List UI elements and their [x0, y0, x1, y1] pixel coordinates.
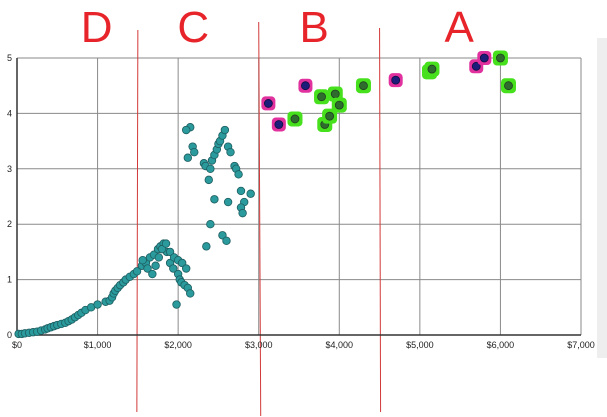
data-point: [169, 264, 178, 273]
y-tick-label: 0: [7, 330, 12, 340]
data-point: [151, 261, 160, 270]
y-tick-label: 3: [7, 164, 12, 174]
zone-divider-line: [136, 29, 139, 413]
data-point: [186, 289, 195, 298]
data-point: [330, 89, 340, 99]
data-point: [325, 111, 335, 121]
data-point: [359, 81, 368, 91]
y-axis-ticks: 0 1 2 3 4 5: [7, 53, 12, 340]
data-point: [183, 153, 193, 162]
highlighted-point-green: [314, 89, 330, 105]
zone-label: C: [177, 3, 209, 52]
highlighted-point-pink: [477, 51, 492, 65]
data-point: [132, 267, 142, 276]
data-point: [290, 114, 300, 124]
data-point: [479, 53, 489, 63]
data-point: [177, 258, 187, 268]
data-point: [161, 239, 171, 248]
zone-label: D: [81, 3, 113, 52]
data-point: [157, 244, 167, 254]
data-point: [148, 269, 157, 279]
data-point: [274, 120, 284, 129]
data-point: [220, 125, 230, 135]
data-point: [427, 64, 437, 74]
data-point: [238, 208, 247, 218]
data-point: [172, 300, 181, 309]
highlighted-point-pink: [298, 78, 313, 93]
x-tick-label: $4,000: [326, 340, 354, 350]
highlighted-point-green: [287, 111, 303, 127]
data-point: [143, 264, 152, 273]
data-point: [204, 175, 213, 185]
y-tick-label: 4: [7, 108, 12, 118]
zone-dividers: [136, 21, 382, 417]
vertical-scrollbar[interactable]: [597, 38, 607, 358]
zone-divider-line: [258, 21, 262, 417]
data-point: [471, 61, 481, 71]
data-point: [206, 164, 215, 173]
data-point: [190, 147, 199, 157]
x-axis-ticks: $0 $1,000 $2,000 $3,000 $4,000 $5,000 $6,000 $7…: [12, 340, 595, 350]
highlighted-point-green: [322, 108, 338, 124]
y-tick-label: 2: [7, 219, 12, 229]
data-point: [181, 264, 191, 273]
y-tick-label: 5: [7, 53, 12, 63]
data-point: [138, 256, 147, 265]
x-tick-label: $0: [12, 340, 22, 350]
zone-label: A: [444, 3, 474, 52]
data-point: [206, 219, 215, 229]
grid: [16, 57, 582, 336]
data-point: [210, 195, 219, 204]
highlighted-point-green: [355, 78, 371, 94]
data-point: [165, 247, 175, 257]
data-point: [334, 100, 344, 110]
data-point: [223, 197, 233, 207]
zone-label: B: [299, 3, 328, 52]
highlighted-point-pink: [388, 73, 403, 88]
data-point: [263, 99, 273, 108]
x-tick-label: $2,000: [164, 340, 192, 350]
x-tick-label: $6,000: [487, 340, 515, 350]
highlighted-point-pink: [261, 96, 276, 111]
axes: [16, 58, 581, 336]
data-points: [14, 50, 516, 339]
data-point: [236, 186, 246, 196]
data-point: [496, 53, 505, 63]
data-point: [181, 125, 191, 135]
data-point: [301, 81, 310, 91]
data-point: [226, 147, 235, 157]
data-point: [154, 253, 164, 262]
data-point: [202, 242, 211, 251]
data-point: [504, 81, 513, 91]
highlighted-point-green: [500, 78, 516, 94]
data-point: [234, 170, 243, 179]
zone-divider-line: [379, 27, 382, 413]
highlighted-point-green: [331, 97, 347, 113]
data-point: [246, 189, 255, 198]
data-point: [93, 300, 102, 309]
highlighted-point-pink: [271, 117, 286, 132]
highlighted-point-green: [424, 61, 440, 77]
data-point: [222, 236, 231, 246]
x-tick-label: $3,000: [245, 340, 273, 350]
x-tick-label: $5,000: [406, 340, 434, 350]
x-tick-label: $7,000: [567, 340, 595, 350]
x-tick-label: $1,000: [84, 340, 112, 350]
data-point: [317, 92, 326, 102]
data-point: [391, 75, 401, 85]
highlighted-point-green: [492, 50, 508, 66]
y-tick-label: 1: [7, 275, 12, 285]
data-point: [218, 231, 227, 240]
